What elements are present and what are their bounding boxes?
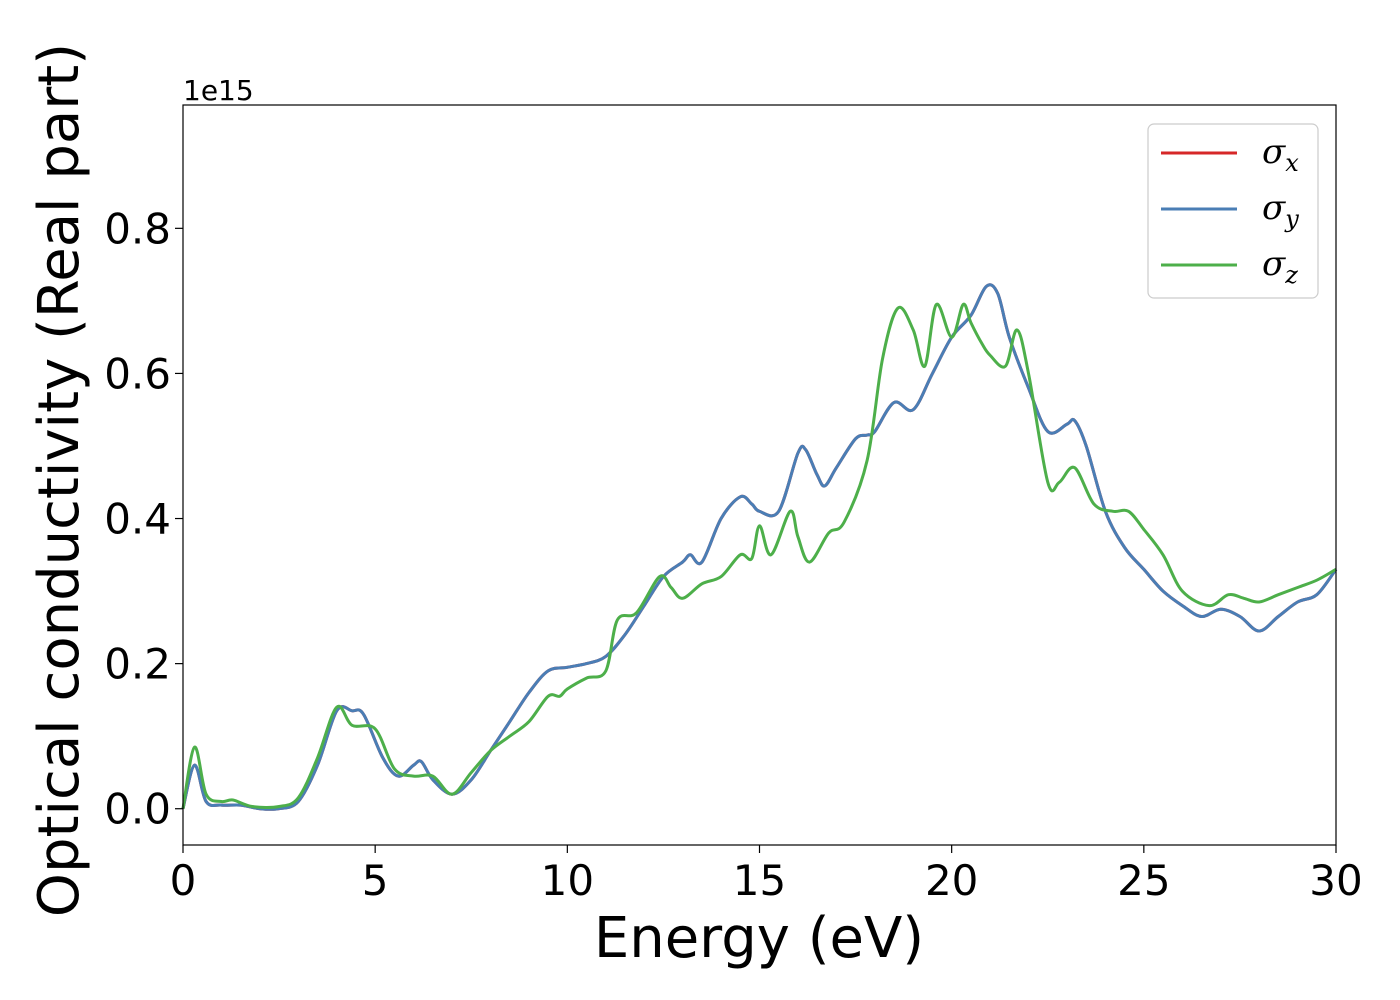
x-tick-label: 15: [733, 856, 786, 905]
plot-lines: [181, 283, 1338, 811]
x-tick-label: 5: [362, 856, 389, 905]
x-tick-label: 20: [925, 856, 978, 905]
x-tick-label: 0: [170, 856, 197, 905]
y-axis-ticks: 0.0 0.2 0.4 0.6 0.8: [104, 204, 183, 834]
x-tick-label: 30: [1309, 856, 1362, 905]
y-axis-label: Optical conductivity (Real part): [27, 43, 92, 917]
x-axis-ticks: 0 5 10 15 20 25 30: [170, 845, 1363, 905]
y-tick-label: 0.6: [104, 349, 171, 398]
y-tick-label: 0.4: [104, 495, 171, 544]
y-tick-label: 0.0: [104, 785, 171, 834]
x-tick-label: 25: [1117, 856, 1170, 905]
x-axis-label: Energy (eV): [594, 906, 924, 971]
y-tick-label: 0.8: [104, 204, 171, 253]
y-offset-label: 1e15: [183, 74, 254, 107]
x-tick-label: 10: [541, 856, 594, 905]
series-line-x: [181, 283, 1338, 811]
series-line-z: [181, 302, 1337, 809]
series-line-y: [181, 283, 1338, 811]
y-tick-label: 0.2: [104, 640, 171, 689]
legend-box: [1147, 123, 1319, 299]
